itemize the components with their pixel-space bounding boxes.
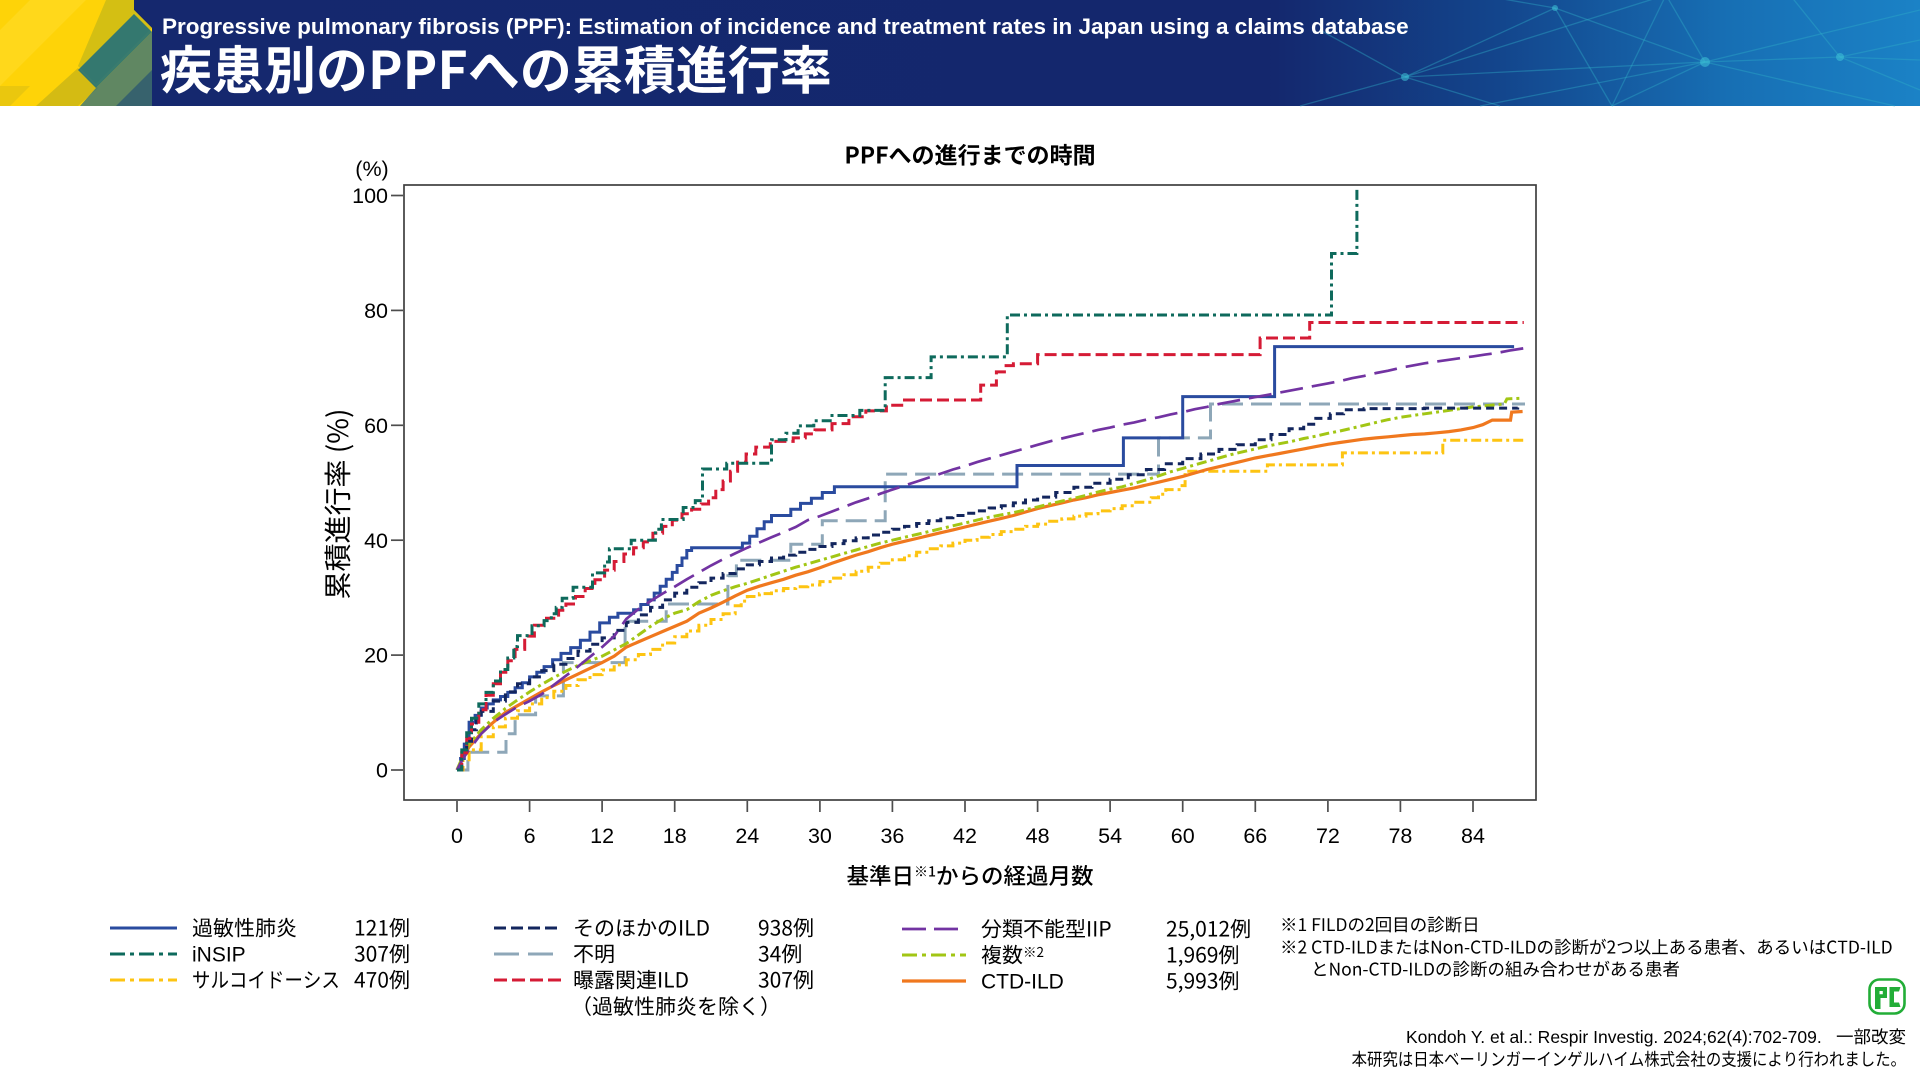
svg-text:60: 60 xyxy=(364,414,388,438)
svg-text:72: 72 xyxy=(1316,824,1340,848)
svg-text:(%): (%) xyxy=(355,157,388,181)
svg-text:100: 100 xyxy=(352,184,388,208)
svg-text:0: 0 xyxy=(451,824,463,848)
svg-text:40: 40 xyxy=(364,529,388,553)
svg-text:80: 80 xyxy=(364,299,388,323)
svg-text:60: 60 xyxy=(1171,824,1195,848)
svg-text:6: 6 xyxy=(524,824,536,848)
svg-text:66: 66 xyxy=(1243,824,1267,848)
svg-text:84: 84 xyxy=(1461,824,1485,848)
svg-text:CTD-ILD: CTD-ILD xyxy=(981,971,1064,994)
svg-text:78: 78 xyxy=(1388,824,1412,848)
svg-text:36: 36 xyxy=(880,824,904,848)
svg-text:30: 30 xyxy=(808,824,832,848)
svg-text:18: 18 xyxy=(663,824,687,848)
svg-text:20: 20 xyxy=(364,644,388,668)
svg-text:Progressive pulmonary fibrosis: Progressive pulmonary fibrosis (PPF): Es… xyxy=(162,14,1409,39)
svg-text:42: 42 xyxy=(953,824,977,848)
svg-text:54: 54 xyxy=(1098,824,1122,848)
svg-text:48: 48 xyxy=(1026,824,1050,848)
svg-text:12: 12 xyxy=(590,824,614,848)
svg-text:0: 0 xyxy=(376,759,388,783)
svg-text:24: 24 xyxy=(735,824,759,848)
svg-text:Kondoh Y. et al.: Respir Inves: Kondoh Y. et al.: Respir Investig. 2024;… xyxy=(1406,1027,1822,1047)
svg-text:iNSIP: iNSIP xyxy=(192,944,246,967)
